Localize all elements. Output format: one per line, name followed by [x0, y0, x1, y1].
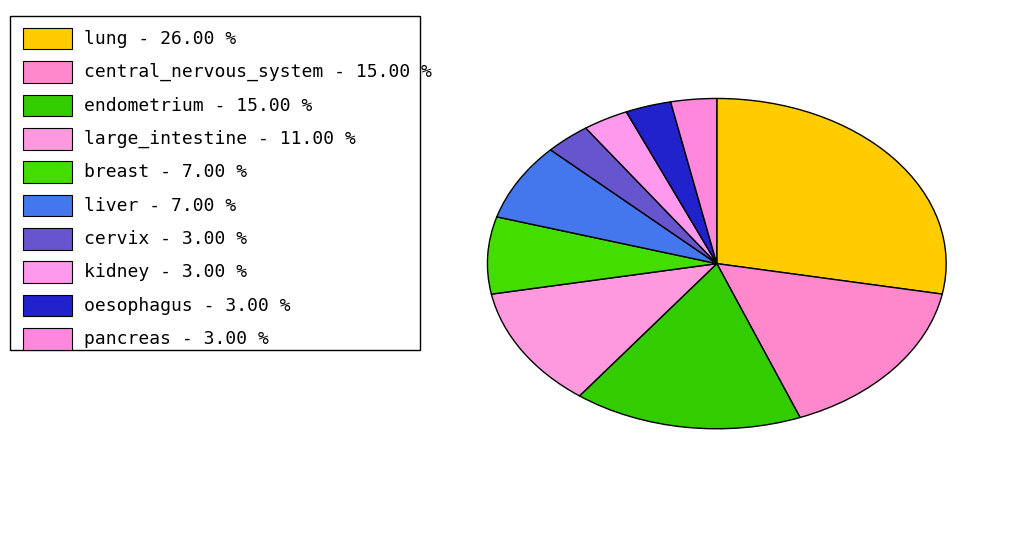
Wedge shape — [717, 98, 946, 294]
FancyBboxPatch shape — [23, 61, 72, 83]
FancyBboxPatch shape — [23, 128, 72, 150]
FancyBboxPatch shape — [10, 16, 420, 350]
Text: endometrium - 15.00 %: endometrium - 15.00 % — [84, 96, 312, 115]
FancyBboxPatch shape — [23, 195, 72, 216]
Wedge shape — [586, 112, 717, 264]
FancyBboxPatch shape — [23, 328, 72, 350]
FancyBboxPatch shape — [23, 28, 72, 49]
Wedge shape — [551, 128, 717, 264]
Wedge shape — [671, 98, 717, 264]
Wedge shape — [627, 102, 717, 264]
Text: oesophagus - 3.00 %: oesophagus - 3.00 % — [84, 296, 291, 315]
FancyBboxPatch shape — [23, 228, 72, 250]
Text: liver - 7.00 %: liver - 7.00 % — [84, 196, 237, 215]
Text: kidney - 3.00 %: kidney - 3.00 % — [84, 263, 247, 281]
Wedge shape — [492, 264, 717, 396]
Wedge shape — [717, 264, 942, 417]
Wedge shape — [497, 150, 717, 264]
Text: cervix - 3.00 %: cervix - 3.00 % — [84, 230, 247, 248]
FancyBboxPatch shape — [23, 161, 72, 183]
Text: central_nervous_system - 15.00 %: central_nervous_system - 15.00 % — [84, 63, 432, 81]
FancyBboxPatch shape — [23, 295, 72, 316]
FancyBboxPatch shape — [23, 95, 72, 116]
Text: lung - 26.00 %: lung - 26.00 % — [84, 30, 237, 48]
Wedge shape — [487, 217, 717, 294]
Text: large_intestine - 11.00 %: large_intestine - 11.00 % — [84, 130, 356, 148]
Wedge shape — [580, 264, 800, 429]
Text: breast - 7.00 %: breast - 7.00 % — [84, 163, 247, 181]
Text: pancreas - 3.00 %: pancreas - 3.00 % — [84, 330, 269, 348]
FancyBboxPatch shape — [23, 261, 72, 283]
